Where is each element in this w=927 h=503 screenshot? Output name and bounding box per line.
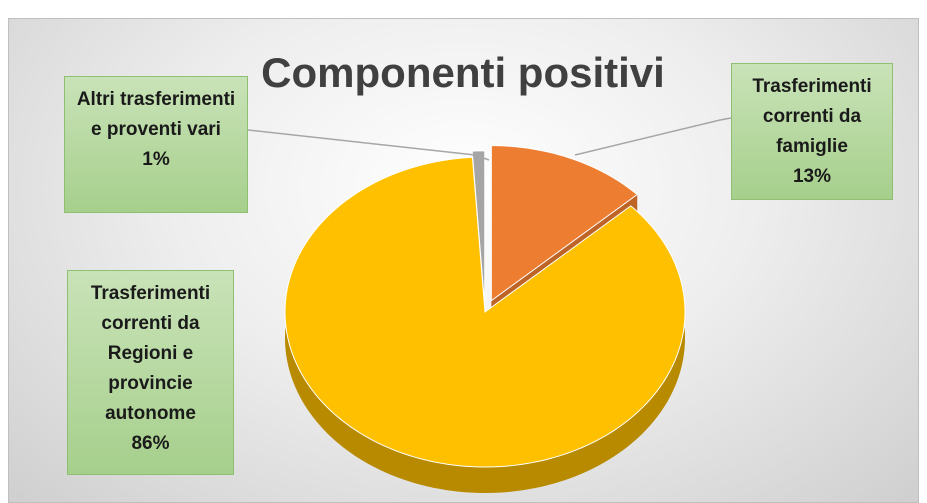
- data-label: Altri trasferimenti e proventi vari 1%: [64, 76, 248, 213]
- label-name: Trasferimenti correnti da Regioni e prov…: [90, 283, 211, 424]
- data-label: Trasferimenti correnti da Regioni e prov…: [67, 270, 234, 475]
- data-label: Trasferimenti correnti da famiglie 13%: [731, 63, 893, 200]
- label-value: 86%: [131, 433, 170, 454]
- pie-slice: [490, 145, 638, 302]
- pie-slice: [284, 156, 686, 468]
- leader-line: [247, 129, 490, 161]
- label-name: Altri trasferimenti e proventi vari: [76, 89, 236, 140]
- label-value: 13%: [792, 166, 832, 187]
- pie-slice: [471, 150, 486, 306]
- label-value: 1%: [142, 149, 170, 170]
- chart-title: Componenti positivi: [261, 49, 665, 96]
- leader-line: [574, 117, 732, 156]
- label-name: Trasferimenti correnti da famiglie: [752, 76, 872, 157]
